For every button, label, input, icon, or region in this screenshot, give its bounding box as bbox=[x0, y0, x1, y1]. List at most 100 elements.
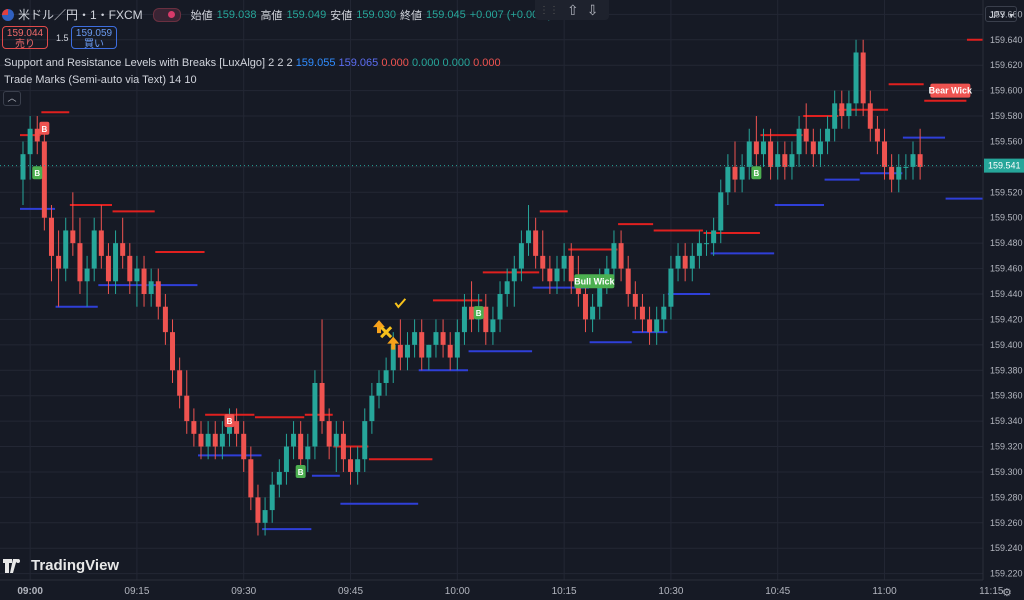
candle-body bbox=[170, 332, 176, 371]
candle-body bbox=[440, 332, 446, 345]
buy-marker bbox=[473, 306, 484, 320]
candle-body bbox=[369, 395, 375, 422]
candle-body bbox=[597, 281, 603, 307]
candle-body bbox=[41, 141, 47, 218]
trade-marks-title: Trade Marks (Semi-auto via Text) 14 10 bbox=[4, 74, 197, 86]
candle-body bbox=[84, 268, 90, 282]
sell-button[interactable]: 159.044 売り bbox=[2, 26, 48, 50]
candle-body bbox=[433, 332, 439, 345]
toggle-visibility-icon[interactable] bbox=[152, 7, 181, 22]
buy-marker-label: B bbox=[298, 468, 304, 477]
candle-body bbox=[853, 52, 859, 104]
candle-body bbox=[825, 128, 831, 142]
x-tick-label: 11:00 bbox=[872, 586, 897, 597]
candle-body bbox=[113, 243, 119, 282]
candle-body bbox=[376, 382, 382, 396]
candle-body bbox=[782, 154, 788, 167]
x-tick-label: 11:15 bbox=[979, 586, 1004, 597]
candle-body bbox=[34, 128, 40, 142]
candle-body bbox=[732, 166, 738, 180]
y-tick-label: 159.640 bbox=[990, 35, 1023, 45]
sr-indicator-legend[interactable]: Support and Resistance Levels with Break… bbox=[4, 57, 501, 69]
candle-body bbox=[526, 230, 532, 244]
candle-body bbox=[768, 141, 774, 167]
currency-select[interactable]: JPY ▼ bbox=[985, 6, 1017, 22]
candle-body bbox=[711, 230, 717, 244]
flag-icon bbox=[2, 8, 14, 21]
candle-body bbox=[668, 268, 674, 307]
sell-marker bbox=[224, 414, 235, 428]
bear-wick-tag bbox=[930, 83, 971, 98]
candle-body bbox=[219, 433, 225, 447]
candle-body bbox=[760, 141, 766, 155]
candle-body bbox=[198, 433, 204, 447]
y-tick-label: 159.360 bbox=[990, 391, 1023, 401]
y-tick-label: 159.460 bbox=[990, 264, 1023, 274]
entry-arrow-icon bbox=[373, 320, 385, 334]
sell-marker bbox=[39, 121, 50, 135]
sr-value-4: 0.000 bbox=[411, 57, 440, 69]
candle-body bbox=[27, 128, 33, 155]
candle-body bbox=[390, 344, 396, 371]
chevron-up-icon[interactable]: ︿ bbox=[3, 91, 21, 106]
candle-body bbox=[447, 344, 453, 358]
open-label: 始値 bbox=[190, 9, 213, 22]
candle-body bbox=[362, 421, 368, 460]
candle-body bbox=[490, 319, 496, 333]
candle-body bbox=[127, 255, 133, 282]
y-tick-label: 159.260 bbox=[990, 518, 1023, 528]
candle-body bbox=[276, 471, 282, 485]
candle-body bbox=[689, 255, 695, 269]
candle-body bbox=[810, 141, 816, 155]
low-label: 安値 bbox=[330, 9, 353, 22]
candle-body bbox=[817, 141, 823, 155]
gear-icon[interactable]: ⚙ bbox=[1002, 587, 1012, 599]
candle-body bbox=[155, 281, 161, 307]
toolbar: ⋮⋮ ⇧ ⇩ bbox=[535, 0, 609, 20]
buy-button[interactable]: 159.059 買い bbox=[71, 26, 117, 50]
symbol-name[interactable]: 米ドル／円・1・FXCM bbox=[18, 8, 143, 22]
last-price-tag bbox=[984, 158, 1024, 173]
candle-body bbox=[654, 319, 660, 333]
candle-body bbox=[461, 306, 467, 333]
trade-marks-legend[interactable]: Trade Marks (Semi-auto via Text) 14 10 bbox=[4, 74, 197, 86]
arrow-down-icon[interactable]: ⇩ bbox=[586, 1, 599, 18]
candle-body bbox=[839, 103, 845, 117]
arrow-up-icon[interactable]: ⇧ bbox=[567, 1, 579, 18]
candle-body bbox=[896, 166, 902, 180]
y-tick-label: 159.520 bbox=[990, 187, 1023, 197]
candle-body bbox=[582, 294, 588, 320]
candle-body bbox=[340, 433, 346, 460]
candle-body bbox=[882, 141, 888, 167]
tradingview-icon bbox=[3, 558, 20, 573]
y-tick-label: 159.620 bbox=[990, 60, 1023, 70]
y-tick-label: 159.380 bbox=[990, 365, 1023, 375]
candle-body bbox=[404, 344, 410, 358]
tradingview-logo[interactable]: TradingView bbox=[3, 557, 119, 574]
x-tick-label: 09:00 bbox=[17, 586, 43, 597]
high-value: 159.049 bbox=[286, 8, 327, 21]
candle-body bbox=[426, 344, 432, 358]
candle-body bbox=[789, 154, 795, 167]
x-tick-label: 09:45 bbox=[338, 586, 363, 597]
candle-body bbox=[469, 306, 475, 320]
x-tick-label: 10:30 bbox=[658, 586, 683, 597]
entry-arrow-icon bbox=[387, 336, 400, 350]
change-value: +0.007 (+0.00%) bbox=[469, 8, 552, 21]
candle-body bbox=[590, 306, 596, 320]
candle-body bbox=[618, 243, 624, 269]
candle-body bbox=[48, 217, 54, 256]
candle-body bbox=[255, 497, 261, 523]
open-value: 159.038 bbox=[216, 8, 257, 21]
drag-handle-icon[interactable]: ⋮⋮ bbox=[539, 4, 559, 16]
time-axis[interactable]: 09:00 09:15 09:30 09:45 10:00 10:15 10:30 10:45… bbox=[0, 579, 1024, 597]
candle-body bbox=[903, 166, 909, 168]
candle-body bbox=[120, 243, 126, 256]
buy-price: 159.059 bbox=[75, 28, 113, 39]
y-tick-label: 159.600 bbox=[990, 86, 1023, 96]
candle-body bbox=[212, 433, 218, 447]
close-value: 159.045 bbox=[425, 8, 466, 21]
sr-value-5: 0.000 bbox=[442, 57, 471, 69]
